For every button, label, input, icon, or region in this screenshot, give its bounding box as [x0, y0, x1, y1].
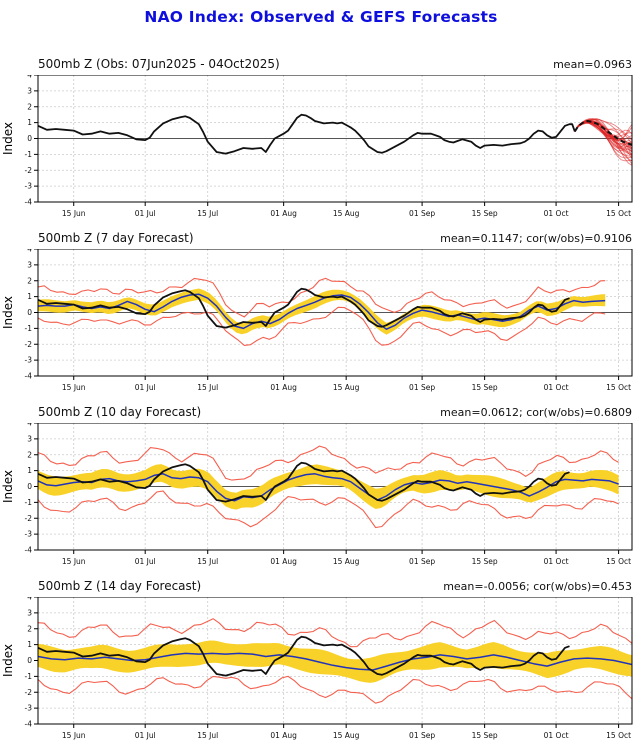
forecast-7day-chart-canvas: 4 3 2 1 0 -1 -2 -3 -4 15 Jun 01 Jul 15 Jul 01 Aug 15 …	[1, 249, 633, 392]
svg-text:1: 1	[27, 292, 32, 301]
svg-text:2: 2	[27, 624, 32, 633]
svg-text:01 Sep: 01 Sep	[409, 383, 435, 392]
svg-text:0: 0	[27, 656, 32, 665]
svg-text:0: 0	[27, 482, 32, 491]
svg-text:3: 3	[27, 86, 32, 95]
panel-7day-mean-cor-stat: mean=0.1147; cor(w/obs)=0.9106	[440, 232, 632, 245]
svg-text:1: 1	[27, 118, 32, 127]
svg-text:1: 1	[27, 466, 32, 475]
svg-text:-3: -3	[25, 530, 33, 539]
svg-text:-3: -3	[25, 356, 33, 365]
panel-10day-title: 500mb Z (10 day Forecast)	[38, 405, 202, 419]
svg-text:01 Oct: 01 Oct	[544, 557, 569, 566]
svg-text:15 Sep: 15 Sep	[472, 383, 498, 392]
svg-text:Index: Index	[1, 296, 15, 329]
svg-text:01 Aug: 01 Aug	[270, 557, 297, 566]
page-title: NAO Index: Observed & GEFS Forecasts	[144, 8, 498, 26]
panel-obs-header: 500mb Z (Obs: 07Jun2025 - 04Oct2025) mea…	[38, 57, 632, 73]
svg-text:-4: -4	[25, 372, 33, 381]
panel-obs-mean-stat: mean=0.0963	[553, 58, 632, 71]
svg-text:0: 0	[27, 134, 32, 143]
svg-text:Index: Index	[1, 470, 15, 503]
svg-text:15 Oct: 15 Oct	[606, 557, 631, 566]
svg-text:01 Jul: 01 Jul	[135, 557, 156, 566]
forecast-10day-chart-canvas: 4 3 2 1 0 -1 -2 -3 -4 15 Jun 01 Jul 15 Jul 01 Aug 15 …	[1, 423, 633, 566]
svg-text:4: 4	[27, 249, 32, 254]
svg-text:-1: -1	[25, 324, 33, 333]
svg-text:01 Sep: 01 Sep	[409, 557, 435, 566]
panel-obs-title: 500mb Z (Obs: 07Jun2025 - 04Oct2025)	[38, 57, 280, 71]
svg-text:01 Jul: 01 Jul	[135, 209, 156, 218]
forecast-14day-chart-canvas: 4 3 2 1 0 -1 -2 -3 -4 15 Jun 01 Jul 15 Jul 01 Aug 15 …	[1, 597, 633, 740]
panel-14day-header: 500mb Z (14 day Forecast) mean=-0.0056; …	[38, 579, 632, 595]
svg-text:-3: -3	[25, 704, 33, 713]
svg-text:3: 3	[27, 434, 32, 443]
svg-text:15 Jun: 15 Jun	[62, 209, 86, 218]
svg-text:01 Oct: 01 Oct	[544, 209, 569, 218]
svg-text:15 Sep: 15 Sep	[472, 557, 498, 566]
svg-text:Index: Index	[1, 644, 15, 677]
svg-text:-4: -4	[25, 546, 33, 555]
svg-text:3: 3	[27, 608, 32, 617]
svg-text:2: 2	[27, 102, 32, 111]
svg-text:4: 4	[27, 423, 32, 428]
svg-text:01 Sep: 01 Sep	[409, 731, 435, 740]
svg-text:15 Aug: 15 Aug	[333, 209, 360, 218]
svg-text:-2: -2	[25, 166, 33, 175]
svg-text:-4: -4	[25, 720, 33, 729]
svg-text:01 Jul: 01 Jul	[135, 731, 156, 740]
svg-text:15 Jul: 15 Jul	[197, 209, 218, 218]
svg-text:-3: -3	[25, 182, 33, 191]
svg-text:15 Jul: 15 Jul	[197, 383, 218, 392]
svg-text:-2: -2	[25, 340, 33, 349]
svg-text:3: 3	[27, 260, 32, 269]
svg-text:01 Oct: 01 Oct	[544, 383, 569, 392]
panel-14day-title: 500mb Z (14 day Forecast)	[38, 579, 202, 593]
svg-text:-1: -1	[25, 150, 33, 159]
svg-text:15 Jun: 15 Jun	[62, 731, 86, 740]
svg-text:15 Aug: 15 Aug	[333, 383, 360, 392]
svg-text:15 Jun: 15 Jun	[62, 557, 86, 566]
svg-text:01 Sep: 01 Sep	[409, 209, 435, 218]
svg-text:4: 4	[27, 597, 32, 602]
svg-text:15 Aug: 15 Aug	[333, 557, 360, 566]
svg-text:1: 1	[27, 640, 32, 649]
svg-text:15 Oct: 15 Oct	[606, 209, 631, 218]
svg-text:-4: -4	[25, 198, 33, 207]
svg-text:-1: -1	[25, 672, 33, 681]
svg-text:2: 2	[27, 450, 32, 459]
svg-text:15 Sep: 15 Sep	[472, 731, 498, 740]
svg-text:15 Oct: 15 Oct	[606, 383, 631, 392]
panel-14day-mean-cor-stat: mean=-0.0056; cor(w/obs)=0.453	[443, 580, 632, 593]
obs-chart-canvas: 4 3 2 1 0 -1 -2 -3 -4 15 Jun 01 Jul 15 Jul 01 Aug 15 …	[1, 75, 633, 218]
svg-text:-2: -2	[25, 688, 33, 697]
svg-text:15 Jun: 15 Jun	[62, 383, 86, 392]
svg-text:01 Aug: 01 Aug	[270, 209, 297, 218]
panel-10day-mean-cor-stat: mean=0.0612; cor(w/obs)=0.6809	[440, 406, 632, 419]
svg-text:15 Aug: 15 Aug	[333, 731, 360, 740]
svg-text:-1: -1	[25, 498, 33, 507]
panel-7day-header: 500mb Z (7 day Forecast) mean=0.1147; co…	[38, 231, 632, 247]
svg-text:15 Jul: 15 Jul	[197, 557, 218, 566]
svg-text:15 Sep: 15 Sep	[472, 209, 498, 218]
svg-text:01 Oct: 01 Oct	[544, 731, 569, 740]
svg-text:15 Jul: 15 Jul	[197, 731, 218, 740]
panel-7day-title: 500mb Z (7 day Forecast)	[38, 231, 194, 245]
svg-text:01 Aug: 01 Aug	[270, 383, 297, 392]
svg-text:-2: -2	[25, 514, 33, 523]
svg-text:Index: Index	[1, 122, 15, 155]
svg-text:4: 4	[27, 75, 32, 80]
svg-text:0: 0	[27, 308, 32, 317]
svg-text:01 Jul: 01 Jul	[135, 383, 156, 392]
svg-text:15 Oct: 15 Oct	[606, 731, 631, 740]
panel-10day-header: 500mb Z (10 day Forecast) mean=0.0612; c…	[38, 405, 632, 421]
svg-text:01 Aug: 01 Aug	[270, 731, 297, 740]
svg-text:2: 2	[27, 276, 32, 285]
